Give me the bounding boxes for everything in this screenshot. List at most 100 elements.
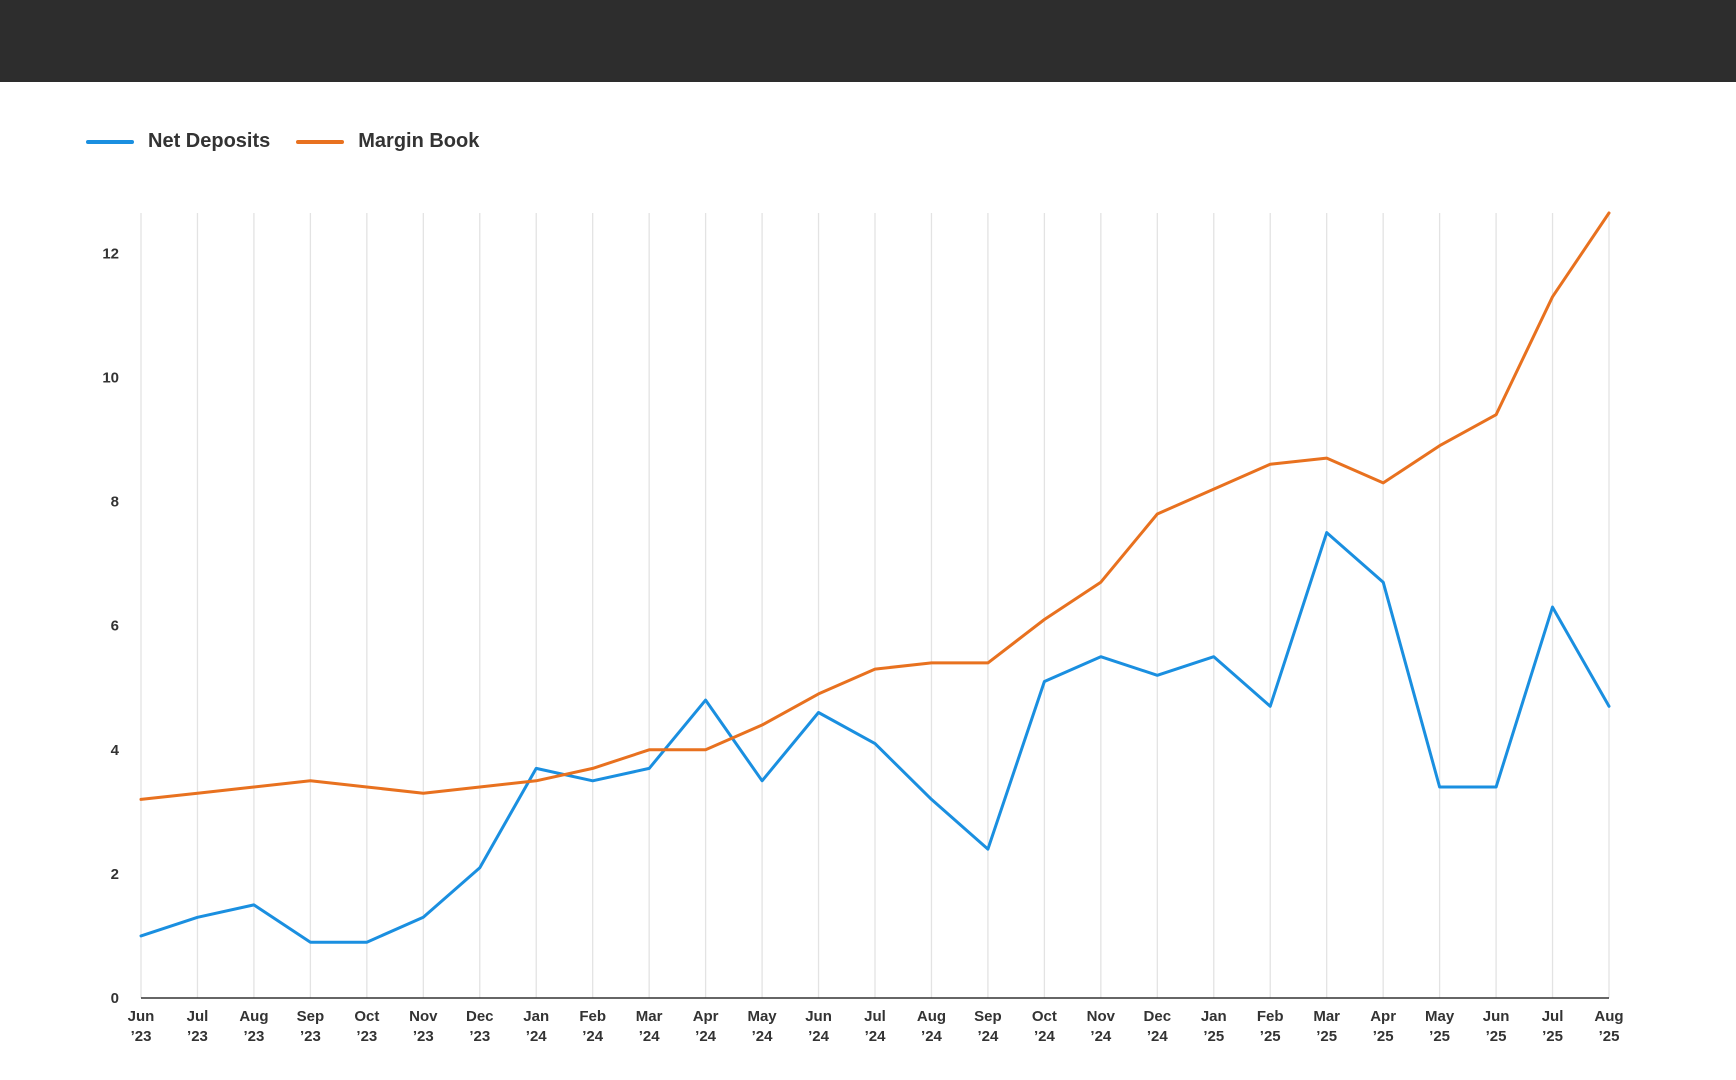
x-tick-label: Feb ’25 [1257,1008,1284,1045]
y-axis-ticks: 0 2 4 6 8 10 12 [102,245,119,1007]
x-tick-label: Jan ’25 [1201,1008,1227,1045]
legend-swatch-margin-book [296,139,345,144]
x-tick-label: May ’25 [1425,1008,1455,1045]
x-tick-label: Aug ’24 [917,1008,946,1045]
y-tick-label: 0 [111,990,119,1007]
x-tick-year: ’25 [1203,1028,1224,1045]
x-tick-label: Jul ’23 [187,1008,209,1045]
x-tick-year: ’23 [131,1028,152,1045]
x-tick-month: Oct [1032,1008,1057,1025]
x-tick-label: Mar ’25 [1313,1008,1340,1045]
x-tick-month: Feb [579,1008,606,1025]
x-tick-month: May [747,1008,777,1025]
x-tick-month: Aug [1594,1008,1623,1025]
x-tick-month: Oct [354,1008,379,1025]
y-tick-label: 2 [111,866,119,883]
x-tick-year: ’24 [808,1028,830,1045]
x-tick-month: Jun [1483,1008,1510,1025]
chart-legend: Net Deposits Margin Book [86,130,505,153]
x-tick-label: Feb ’24 [579,1008,606,1045]
x-tick-year: ’25 [1486,1028,1507,1045]
x-tick-year: ’24 [582,1028,604,1045]
y-tick-label: 4 [111,742,120,759]
y-tick-label: 10 [102,369,119,386]
x-tick-label: Dec ’23 [466,1008,494,1045]
x-tick-month: Jan [523,1008,549,1025]
x-tick-label: Jun ’24 [805,1008,832,1045]
x-tick-month: Apr [1370,1008,1396,1025]
x-tick-year: ’24 [1034,1028,1056,1045]
x-tick-year: ’25 [1429,1028,1450,1045]
legend-label-net-deposits: Net Deposits [148,130,271,152]
x-tick-year: ’25 [1316,1028,1337,1045]
x-tick-year: ’24 [639,1028,661,1045]
x-axis-ticks: Jun ’23 Jul ’23 Aug ’23 Sep ’23 Oct ’23 Nov ’23 Dec ’… [128,1008,1624,1045]
x-tick-year: ’24 [526,1028,548,1045]
x-tick-label: Jul ’25 [1542,1008,1564,1045]
x-tick-year: ’25 [1373,1028,1394,1045]
x-tick-month: Mar [636,1008,663,1025]
x-tick-month: Sep [297,1008,325,1025]
x-tick-label: Jun ’23 [128,1008,155,1045]
x-tick-label: Nov ’23 [409,1008,438,1045]
x-tick-label: Sep ’24 [974,1008,1002,1045]
x-tick-year: ’23 [187,1028,208,1045]
x-tick-month: Dec [466,1008,494,1025]
x-tick-label: Jul ’24 [864,1008,886,1045]
legend-label-margin-book: Margin Book [358,130,480,152]
x-tick-year: ’23 [413,1028,434,1045]
x-tick-label: Nov ’24 [1087,1008,1116,1045]
series-line-net-deposits[interactable] [139,531,1611,944]
x-tick-label: Aug ’23 [239,1008,268,1045]
y-tick-label: 6 [111,618,119,635]
x-tick-label: Dec ’24 [1144,1008,1172,1045]
series-lines [139,211,1611,944]
x-tick-year: ’23 [300,1028,321,1045]
top-bar [0,0,1736,82]
legend-swatch-net-deposits [86,139,134,144]
x-tick-label: Oct ’24 [1032,1008,1057,1045]
x-tick-label: Jun ’25 [1483,1008,1510,1045]
x-tick-month: Aug [239,1008,268,1025]
x-tick-month: Nov [409,1008,438,1025]
x-tick-month: Jul [1542,1008,1564,1025]
series-line-margin-book[interactable] [139,211,1611,801]
x-tick-month: Aug [917,1008,946,1025]
y-tick-label: 8 [111,494,119,511]
x-tick-year: ’23 [469,1028,490,1045]
x-tick-label: Oct ’23 [354,1008,379,1045]
y-tick-label: 12 [102,245,119,262]
x-tick-month: Apr [693,1008,719,1025]
x-tick-month: Jun [805,1008,832,1025]
x-tick-label: Mar ’24 [636,1008,663,1045]
x-tick-month: Nov [1087,1008,1116,1025]
x-tick-month: Jul [187,1008,209,1025]
x-tick-month: May [1425,1008,1455,1025]
x-tick-year: ’24 [695,1028,717,1045]
x-tick-label: Jan ’24 [523,1008,549,1045]
x-tick-month: Jun [128,1008,155,1025]
x-tick-year: ’24 [1090,1028,1112,1045]
x-tick-year: ’25 [1542,1028,1563,1045]
x-tick-label: Sep ’23 [297,1008,325,1045]
x-tick-year: ’23 [356,1028,377,1045]
x-tick-label: Apr ’24 [693,1008,719,1045]
x-tick-year: ’24 [865,1028,887,1045]
x-tick-year: ’25 [1599,1028,1620,1045]
legend-item-margin-book[interactable]: Margin Book [296,130,479,153]
legend-item-net-deposits[interactable]: Net Deposits [86,130,270,153]
x-tick-month: Dec [1144,1008,1172,1025]
x-tick-label: Apr ’25 [1370,1008,1396,1045]
x-tick-year: ’23 [243,1028,264,1045]
x-tick-year: ’24 [752,1028,774,1045]
x-tick-month: Feb [1257,1008,1284,1025]
x-tick-year: ’24 [921,1028,943,1045]
x-tick-label: Aug ’25 [1594,1008,1623,1045]
x-tick-year: ’24 [1147,1028,1169,1045]
x-tick-month: Jan [1201,1008,1227,1025]
x-tick-month: Jul [864,1008,886,1025]
x-tick-year: ’25 [1260,1028,1281,1045]
x-tick-label: May ’24 [747,1008,777,1045]
x-tick-month: Mar [1313,1008,1340,1025]
